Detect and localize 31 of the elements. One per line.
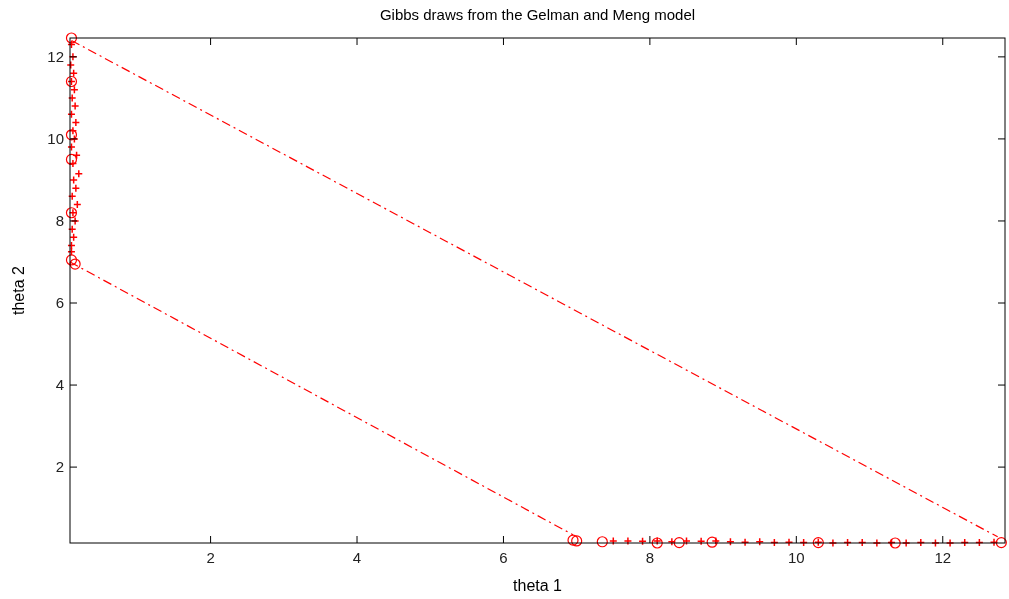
point	[71, 118, 81, 127]
x-tick-label: 2	[206, 549, 215, 566]
x-axis-title: theta 1	[513, 577, 563, 594]
y-tick-label: 4	[55, 376, 64, 394]
y-tick-label: 10	[47, 129, 64, 147]
point	[65, 153, 78, 166]
point	[673, 536, 685, 549]
chart-title: Gibbs draws from the Gelman and Meng model	[379, 6, 696, 23]
y-tick-label: 12	[47, 47, 64, 65]
x-tick-label: 4	[352, 549, 362, 566]
point	[70, 101, 80, 111]
point	[65, 254, 78, 266]
y-axis-title: theta 2	[10, 265, 27, 315]
x-tick-label: 8	[645, 549, 655, 566]
point	[995, 536, 1007, 549]
y-tick-label: 8	[55, 211, 64, 229]
point	[65, 32, 78, 44]
y-tick-label: 2	[55, 458, 64, 476]
point	[71, 183, 81, 193]
y-tick-label: 6	[55, 294, 64, 312]
x-tick-label: 12	[934, 549, 952, 566]
point	[567, 534, 579, 546]
point	[706, 536, 718, 548]
x-tick-label: 10	[787, 549, 805, 566]
point	[596, 536, 608, 548]
point	[69, 258, 81, 270]
point	[889, 537, 901, 549]
point	[65, 129, 78, 141]
point	[74, 169, 84, 179]
point	[571, 535, 583, 547]
x-tick-label: 6	[499, 549, 508, 566]
